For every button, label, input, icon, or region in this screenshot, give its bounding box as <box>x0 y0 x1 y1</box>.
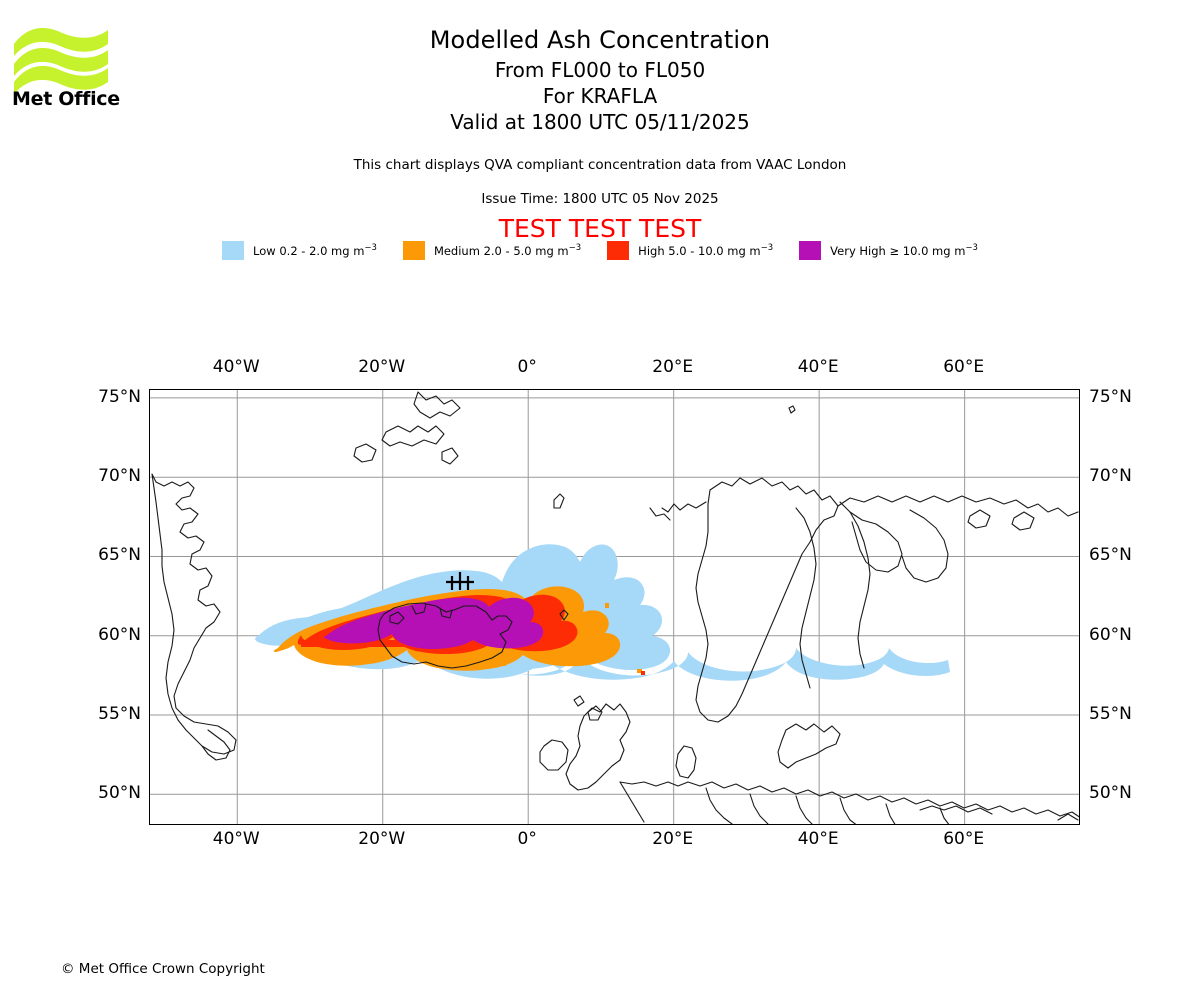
y-tick-label-left: 65°N <box>98 545 141 566</box>
x-tick-label-top: 20°W <box>358 357 406 377</box>
issue-time: Issue Time: 1800 UTC 05 Nov 2025 <box>481 191 719 207</box>
y-tick-label-left: 60°N <box>98 624 141 645</box>
x-tick-label-bottom: 20°E <box>652 829 694 849</box>
x-tick-label-bottom: 40°W <box>212 829 260 849</box>
x-axis-ticks-bottom: 40°W 20°W 0° 20°E 40°E 60°E <box>149 829 1080 853</box>
page-title: Modelled Ash Concentration <box>429 26 771 54</box>
y-tick-label-right: 75°N <box>1089 386 1132 407</box>
x-axis-ticks-top: 40°W 20°W 0° 20°E 40°E 60°E <box>149 357 1080 381</box>
legend-item: Low 0.2 - 2.0 mg m−3 <box>222 241 377 260</box>
map-frame <box>149 389 1080 825</box>
y-tick-label-right: 55°N <box>1089 704 1132 725</box>
volcano-marker-krafla <box>446 572 474 590</box>
met-office-wave-mark <box>14 28 108 94</box>
x-tick-label-top: 40°W <box>212 357 260 377</box>
x-tick-label-bottom: 40°E <box>797 829 839 849</box>
subtitle-valid-time: Valid at 1800 UTC 05/11/2025 <box>450 110 750 134</box>
x-tick-label-bottom: 0° <box>517 829 537 849</box>
test-banner: TEST TEST TEST <box>498 214 702 243</box>
subtitle-flight-levels: From FL000 to FL050 <box>494 58 706 82</box>
y-tick-label-right: 60°N <box>1089 624 1132 645</box>
legend-item: Very High ≥ 10.0 mg m−3 <box>799 241 978 260</box>
legend-label: Low 0.2 - 2.0 mg m−3 <box>253 243 377 258</box>
legend-swatch <box>222 241 245 260</box>
map-canvas <box>150 390 1079 824</box>
legend-swatch <box>402 241 425 260</box>
chart-title-block: Modelled Ash Concentration From FL000 to… <box>0 28 1200 138</box>
y-tick-label-right: 65°N <box>1089 545 1132 566</box>
legend-label: Medium 2.0 - 5.0 mg m−3 <box>433 243 582 258</box>
map-coastlines <box>151 391 1079 824</box>
x-tick-label-bottom: 60°E <box>943 829 985 849</box>
subtitle-volcano: For KRAFLA <box>542 84 658 108</box>
ash-plume-contours <box>255 544 951 681</box>
y-tick-label-left: 70°N <box>98 466 141 487</box>
x-tick-label-top: 0° <box>517 357 537 377</box>
y-tick-label-right: 50°N <box>1089 783 1132 804</box>
ash-concentration-map <box>149 389 1080 825</box>
y-axis-ticks-left: 75°N 70°N 65°N 60°N 55°N 50°N <box>0 386 141 825</box>
y-tick-label-left: 55°N <box>98 704 141 725</box>
y-tick-label-left: 50°N <box>98 783 141 804</box>
y-tick-label-right: 70°N <box>1089 466 1132 487</box>
x-tick-label-bottom: 20°W <box>358 829 406 849</box>
legend-label: High 5.0 - 10.0 mg m−3 <box>638 243 774 258</box>
chart-note: This chart displays QVA compliant concen… <box>353 157 847 173</box>
x-tick-label-top: 40°E <box>797 357 839 377</box>
legend-label: Very High ≥ 10.0 mg m−3 <box>830 243 978 258</box>
y-tick-label-left: 75°N <box>98 386 141 407</box>
concentration-legend: Low 0.2 - 2.0 mg m−3 Medium 2.0 - 5.0 mg … <box>0 241 1200 260</box>
legend-item: High 5.0 - 10.0 mg m−3 <box>607 241 773 260</box>
legend-swatch <box>607 241 630 260</box>
copyright-notice: © Met Office Crown Copyright <box>61 961 265 977</box>
plume-scatter-pixels <box>502 603 645 675</box>
y-axis-ticks-right: 75°N 70°N 65°N 60°N 55°N 50°N <box>1089 386 1199 825</box>
legend-item: Medium 2.0 - 5.0 mg m−3 <box>402 241 582 260</box>
legend-swatch <box>799 241 822 260</box>
x-tick-label-top: 20°E <box>652 357 694 377</box>
met-office-logo-text: Met Office <box>12 88 120 110</box>
met-office-logo <box>12 22 122 114</box>
x-tick-label-top: 60°E <box>943 357 985 377</box>
